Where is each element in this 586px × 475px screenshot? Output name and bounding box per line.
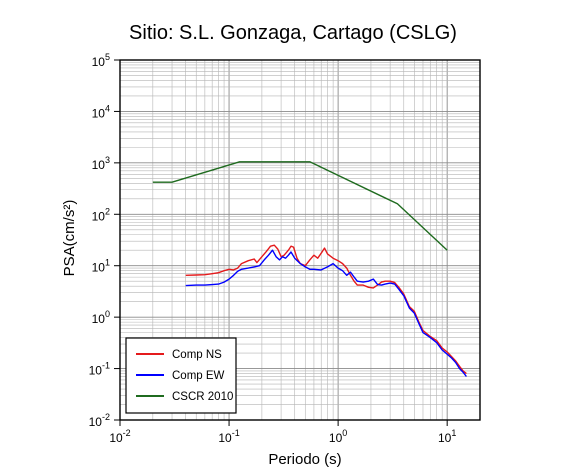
plot-border bbox=[119, 59, 481, 421]
legend-label-cscr-2010: CSCR 2010 bbox=[172, 391, 233, 403]
tick-labels: 10-2 10-1 100 101 10-2 10-1 100 101 102 103 104 105 bbox=[89, 52, 457, 445]
y-tick-label: 101 bbox=[92, 258, 110, 275]
legend-label-comp-ns: Comp NS bbox=[172, 349, 222, 361]
legend: Comp NS Comp EW CSCR 2010 bbox=[125, 337, 237, 414]
y-tick-label: 104 bbox=[92, 103, 110, 120]
series-comp-ew-line bbox=[185, 249, 467, 377]
plot-frame bbox=[114, 59, 481, 426]
x-axis-label: Periodo (s) bbox=[268, 451, 341, 468]
y-tick-label: 10-1 bbox=[89, 361, 110, 378]
y-tick-label: 100 bbox=[92, 309, 110, 326]
y-axis-label: PSA(cm/s²) bbox=[61, 200, 78, 277]
y-tick-label: 103 bbox=[92, 155, 110, 172]
y-tick-label: 102 bbox=[92, 206, 110, 223]
curves bbox=[152, 161, 467, 377]
y-tick-label: 105 bbox=[92, 52, 110, 69]
x-tick-label: 101 bbox=[438, 428, 456, 445]
series-cscr-2010-line bbox=[152, 161, 448, 251]
x-tick-label: 10-1 bbox=[218, 428, 239, 445]
x-tick-label: 100 bbox=[329, 428, 347, 445]
y-tick-label: 10-2 bbox=[89, 412, 110, 429]
legend-label-comp-ew: Comp EW bbox=[172, 370, 225, 382]
chart-title: Sitio: S.L. Gonzaga, Cartago (CSLG) bbox=[129, 22, 457, 44]
x-tick-label: 10-2 bbox=[109, 428, 130, 445]
